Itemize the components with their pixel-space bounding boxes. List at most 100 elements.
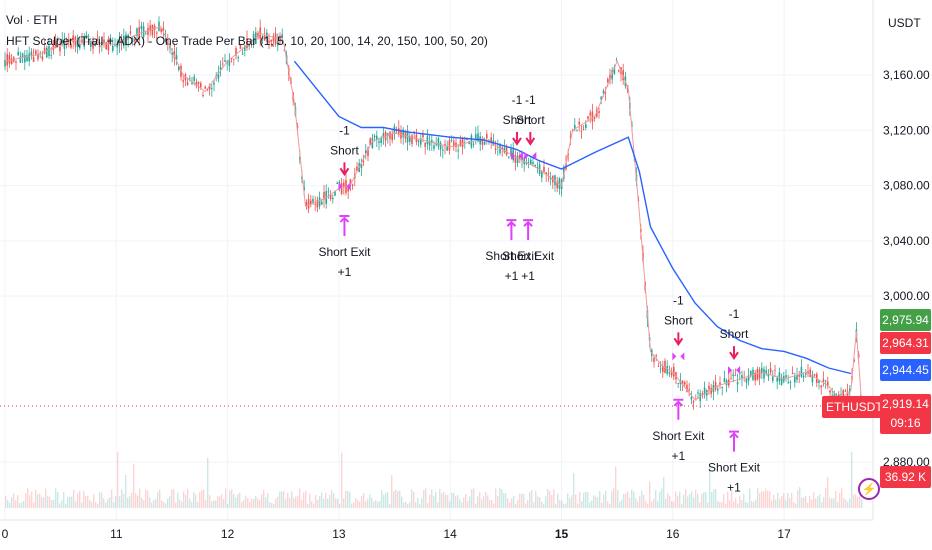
volume-bar	[661, 488, 663, 508]
volume-bar	[745, 502, 747, 508]
volume-bar	[319, 496, 321, 508]
volume-bar	[41, 496, 43, 508]
time-axis[interactable]: 0 11 12 13 14 15 16 17	[2, 527, 791, 541]
volume-bar	[67, 496, 69, 508]
candle-body	[30, 51, 33, 56]
candle-body	[486, 134, 488, 139]
volume-bar	[819, 494, 821, 508]
volume-legend[interactable]: Vol · ETH	[6, 13, 58, 27]
volume-bar	[751, 501, 753, 508]
volume-bar	[749, 488, 751, 508]
candle-body	[723, 378, 726, 382]
volume-bar	[109, 496, 111, 508]
volume-bar	[569, 498, 571, 508]
candle-body	[343, 182, 345, 187]
candle-body	[668, 372, 671, 374]
candle-body	[263, 35, 266, 41]
volume-bar	[455, 495, 457, 508]
volume-bar	[105, 502, 107, 508]
volume-bar	[157, 492, 159, 508]
short-label: Short	[664, 313, 693, 327]
volume-bar	[665, 498, 667, 508]
volume-bar	[341, 452, 343, 508]
volume-bar	[131, 492, 133, 508]
candle-body	[684, 382, 686, 385]
price-series	[4, 25, 863, 409]
volume-bar	[27, 488, 29, 508]
volume-bar	[151, 502, 153, 508]
candle-body	[435, 143, 437, 145]
candle-body	[387, 133, 389, 136]
price-axis[interactable]: 3,160.00 3,120.00 3,080.00 3,040.00 3,000.00…	[883, 68, 930, 469]
volume-bar	[21, 502, 23, 508]
candle-body	[10, 58, 13, 65]
volume-bar	[643, 494, 645, 508]
candle-body	[160, 28, 162, 32]
candle-body	[217, 72, 220, 79]
candle-body	[257, 32, 259, 38]
volume-bar	[567, 493, 569, 508]
candle-body	[365, 150, 367, 154]
volume-bar	[185, 494, 187, 508]
volume-bar	[671, 501, 673, 508]
candle-body	[798, 375, 800, 377]
volume-bar	[587, 492, 589, 508]
candle-body	[472, 143, 475, 145]
short-marker-icon	[338, 182, 351, 191]
candle-body	[417, 140, 420, 142]
symbol-badge[interactable]: ETHUSDT.P	[822, 396, 897, 418]
candle-body	[457, 150, 459, 152]
candle-body	[336, 182, 338, 184]
last-price-value: 2,919.14	[882, 397, 929, 411]
volume-bar	[747, 502, 749, 508]
candle-body	[776, 377, 778, 382]
volume-bar	[561, 500, 563, 508]
volume-bar	[515, 503, 517, 508]
volume-bar	[543, 503, 545, 508]
volume-bar	[31, 491, 33, 508]
volume-bar	[435, 491, 437, 508]
candle-body	[156, 32, 158, 34]
volume-bar	[217, 496, 219, 508]
volume-bar	[75, 501, 77, 508]
volume-bar	[859, 495, 861, 508]
candle-body	[153, 25, 156, 31]
volume-bar	[691, 491, 693, 508]
volume-bar	[119, 496, 121, 508]
volume-bar	[459, 499, 461, 508]
candle-body	[840, 394, 842, 396]
candle-body	[598, 111, 600, 114]
indicator-legend[interactable]: HFT Scalper (Trail + ADX) - One Trade Pe…	[6, 34, 488, 48]
volume-bar	[261, 494, 263, 508]
volume-bar	[807, 502, 809, 508]
short-marker-icon	[728, 366, 741, 375]
candle-body	[780, 377, 783, 385]
candle-body	[697, 392, 699, 394]
candle-body	[763, 369, 765, 379]
candle-body	[46, 47, 48, 58]
candle-body	[360, 163, 363, 168]
volume-bar	[645, 501, 647, 508]
volume-bar	[175, 502, 177, 508]
volume-bar	[813, 492, 815, 508]
volume-bar	[723, 494, 725, 508]
volume-bar	[373, 501, 375, 508]
candle-body	[52, 43, 55, 50]
volume-bar	[385, 492, 387, 508]
volume-bar	[633, 491, 635, 508]
candle-body	[514, 155, 517, 163]
volume-bar	[497, 496, 499, 508]
candle-body	[140, 25, 143, 30]
volume-bar	[599, 490, 601, 508]
volume-bar	[337, 499, 339, 508]
axis-unit-label[interactable]: USDT	[888, 16, 921, 30]
candle-body	[714, 382, 717, 390]
volume-bar	[683, 494, 685, 508]
volume-bar	[149, 497, 151, 508]
lightning-icon[interactable]: ⚡	[858, 478, 880, 500]
candle-body	[613, 66, 616, 74]
candle-body	[717, 388, 719, 391]
candle-body	[794, 376, 796, 383]
short-qty-label: -1	[673, 293, 684, 307]
